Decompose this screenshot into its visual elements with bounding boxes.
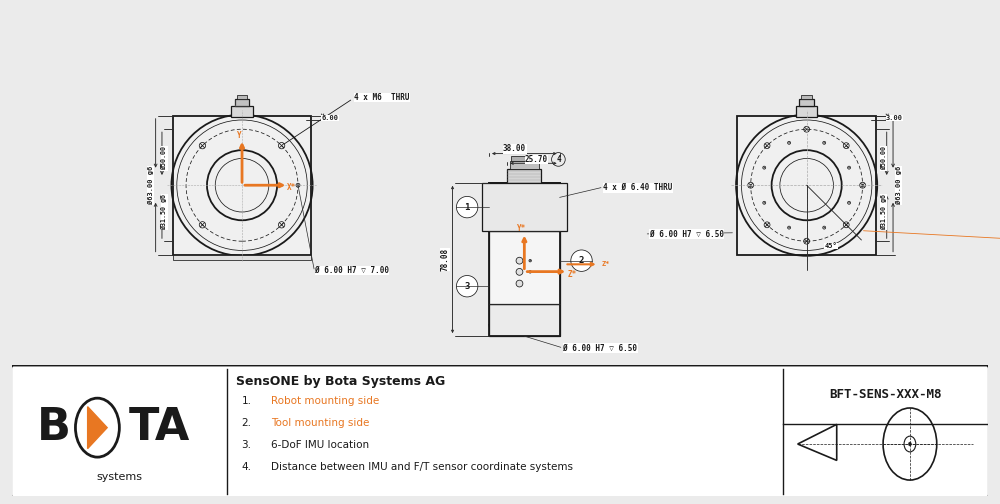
Bar <box>489 231 560 304</box>
Text: Ø31.50 g6: Ø31.50 g6 <box>881 194 887 230</box>
Text: X*: X* <box>287 183 296 192</box>
Text: Ø63.00 g6: Ø63.00 g6 <box>896 166 902 204</box>
Bar <box>489 304 560 336</box>
Text: systems: systems <box>96 472 142 482</box>
Bar <box>796 106 817 117</box>
Bar <box>489 183 560 231</box>
Text: Ø50.00: Ø50.00 <box>881 147 887 170</box>
Bar <box>237 95 247 99</box>
Bar <box>801 95 812 99</box>
Circle shape <box>571 250 592 271</box>
Text: Distance between IMU and F/T sensor coordinate systems: Distance between IMU and F/T sensor coor… <box>271 462 573 472</box>
Circle shape <box>516 280 523 287</box>
Circle shape <box>456 197 478 218</box>
Circle shape <box>516 269 523 275</box>
Polygon shape <box>88 407 107 449</box>
Circle shape <box>908 442 911 446</box>
Text: Ø50.00: Ø50.00 <box>161 147 167 170</box>
Text: B: B <box>36 406 70 449</box>
Text: 38.00: 38.00 <box>503 144 526 153</box>
Text: Ø 6.00 H7 ▽ 7.00: Ø 6.00 H7 ▽ 7.00 <box>315 266 389 275</box>
Bar <box>231 106 253 117</box>
Text: 3.: 3. <box>241 440 251 451</box>
Circle shape <box>456 276 478 297</box>
Bar <box>489 183 560 336</box>
Text: 4 x M6  THRU: 4 x M6 THRU <box>354 93 409 102</box>
Text: Z*: Z* <box>567 270 577 279</box>
Text: Y*: Y* <box>517 224 527 233</box>
Text: Y: Y <box>237 131 242 140</box>
Bar <box>235 99 249 106</box>
Text: 3: 3 <box>464 282 470 291</box>
Text: 1: 1 <box>464 203 470 212</box>
Text: 4 x Ø 6.40 THRU: 4 x Ø 6.40 THRU <box>603 183 673 192</box>
Text: Robot mounting side: Robot mounting side <box>271 397 379 406</box>
Text: Ø 6.00 H7 ▽ 6.50: Ø 6.00 H7 ▽ 6.50 <box>650 229 724 238</box>
Bar <box>799 99 814 106</box>
Bar <box>510 161 539 169</box>
Text: 45°: 45° <box>825 243 837 249</box>
Text: 6-DoF IMU location: 6-DoF IMU location <box>271 440 369 451</box>
Bar <box>511 156 537 161</box>
Text: Ø 6.00 H7 ▽ 6.50: Ø 6.00 H7 ▽ 6.50 <box>563 344 637 353</box>
Text: 3.00: 3.00 <box>886 115 903 121</box>
Bar <box>507 169 541 183</box>
Bar <box>173 255 311 261</box>
Bar <box>737 116 876 255</box>
Text: 4.: 4. <box>241 462 251 472</box>
Text: SensONE by Bota Systems AG: SensONE by Bota Systems AG <box>236 375 446 388</box>
Text: 4: 4 <box>556 155 561 164</box>
FancyBboxPatch shape <box>11 365 989 498</box>
Bar <box>173 116 311 255</box>
Text: Z*: Z* <box>602 261 610 267</box>
Text: 6.00: 6.00 <box>321 115 338 121</box>
Text: 25.70: 25.70 <box>525 155 548 164</box>
Text: 2.: 2. <box>241 418 251 428</box>
Text: BFT-SENS-XXX-M8: BFT-SENS-XXX-M8 <box>829 389 942 401</box>
Text: Ø63.00 g6: Ø63.00 g6 <box>148 166 154 204</box>
Text: Tool mounting side: Tool mounting side <box>271 418 369 428</box>
Text: TA: TA <box>129 406 190 449</box>
Text: 2: 2 <box>579 256 584 265</box>
Text: 1.: 1. <box>241 397 251 406</box>
Circle shape <box>516 257 523 264</box>
Bar <box>482 183 567 231</box>
Text: 78.08: 78.08 <box>441 248 450 271</box>
Text: Ø31.50 g6: Ø31.50 g6 <box>161 194 167 230</box>
